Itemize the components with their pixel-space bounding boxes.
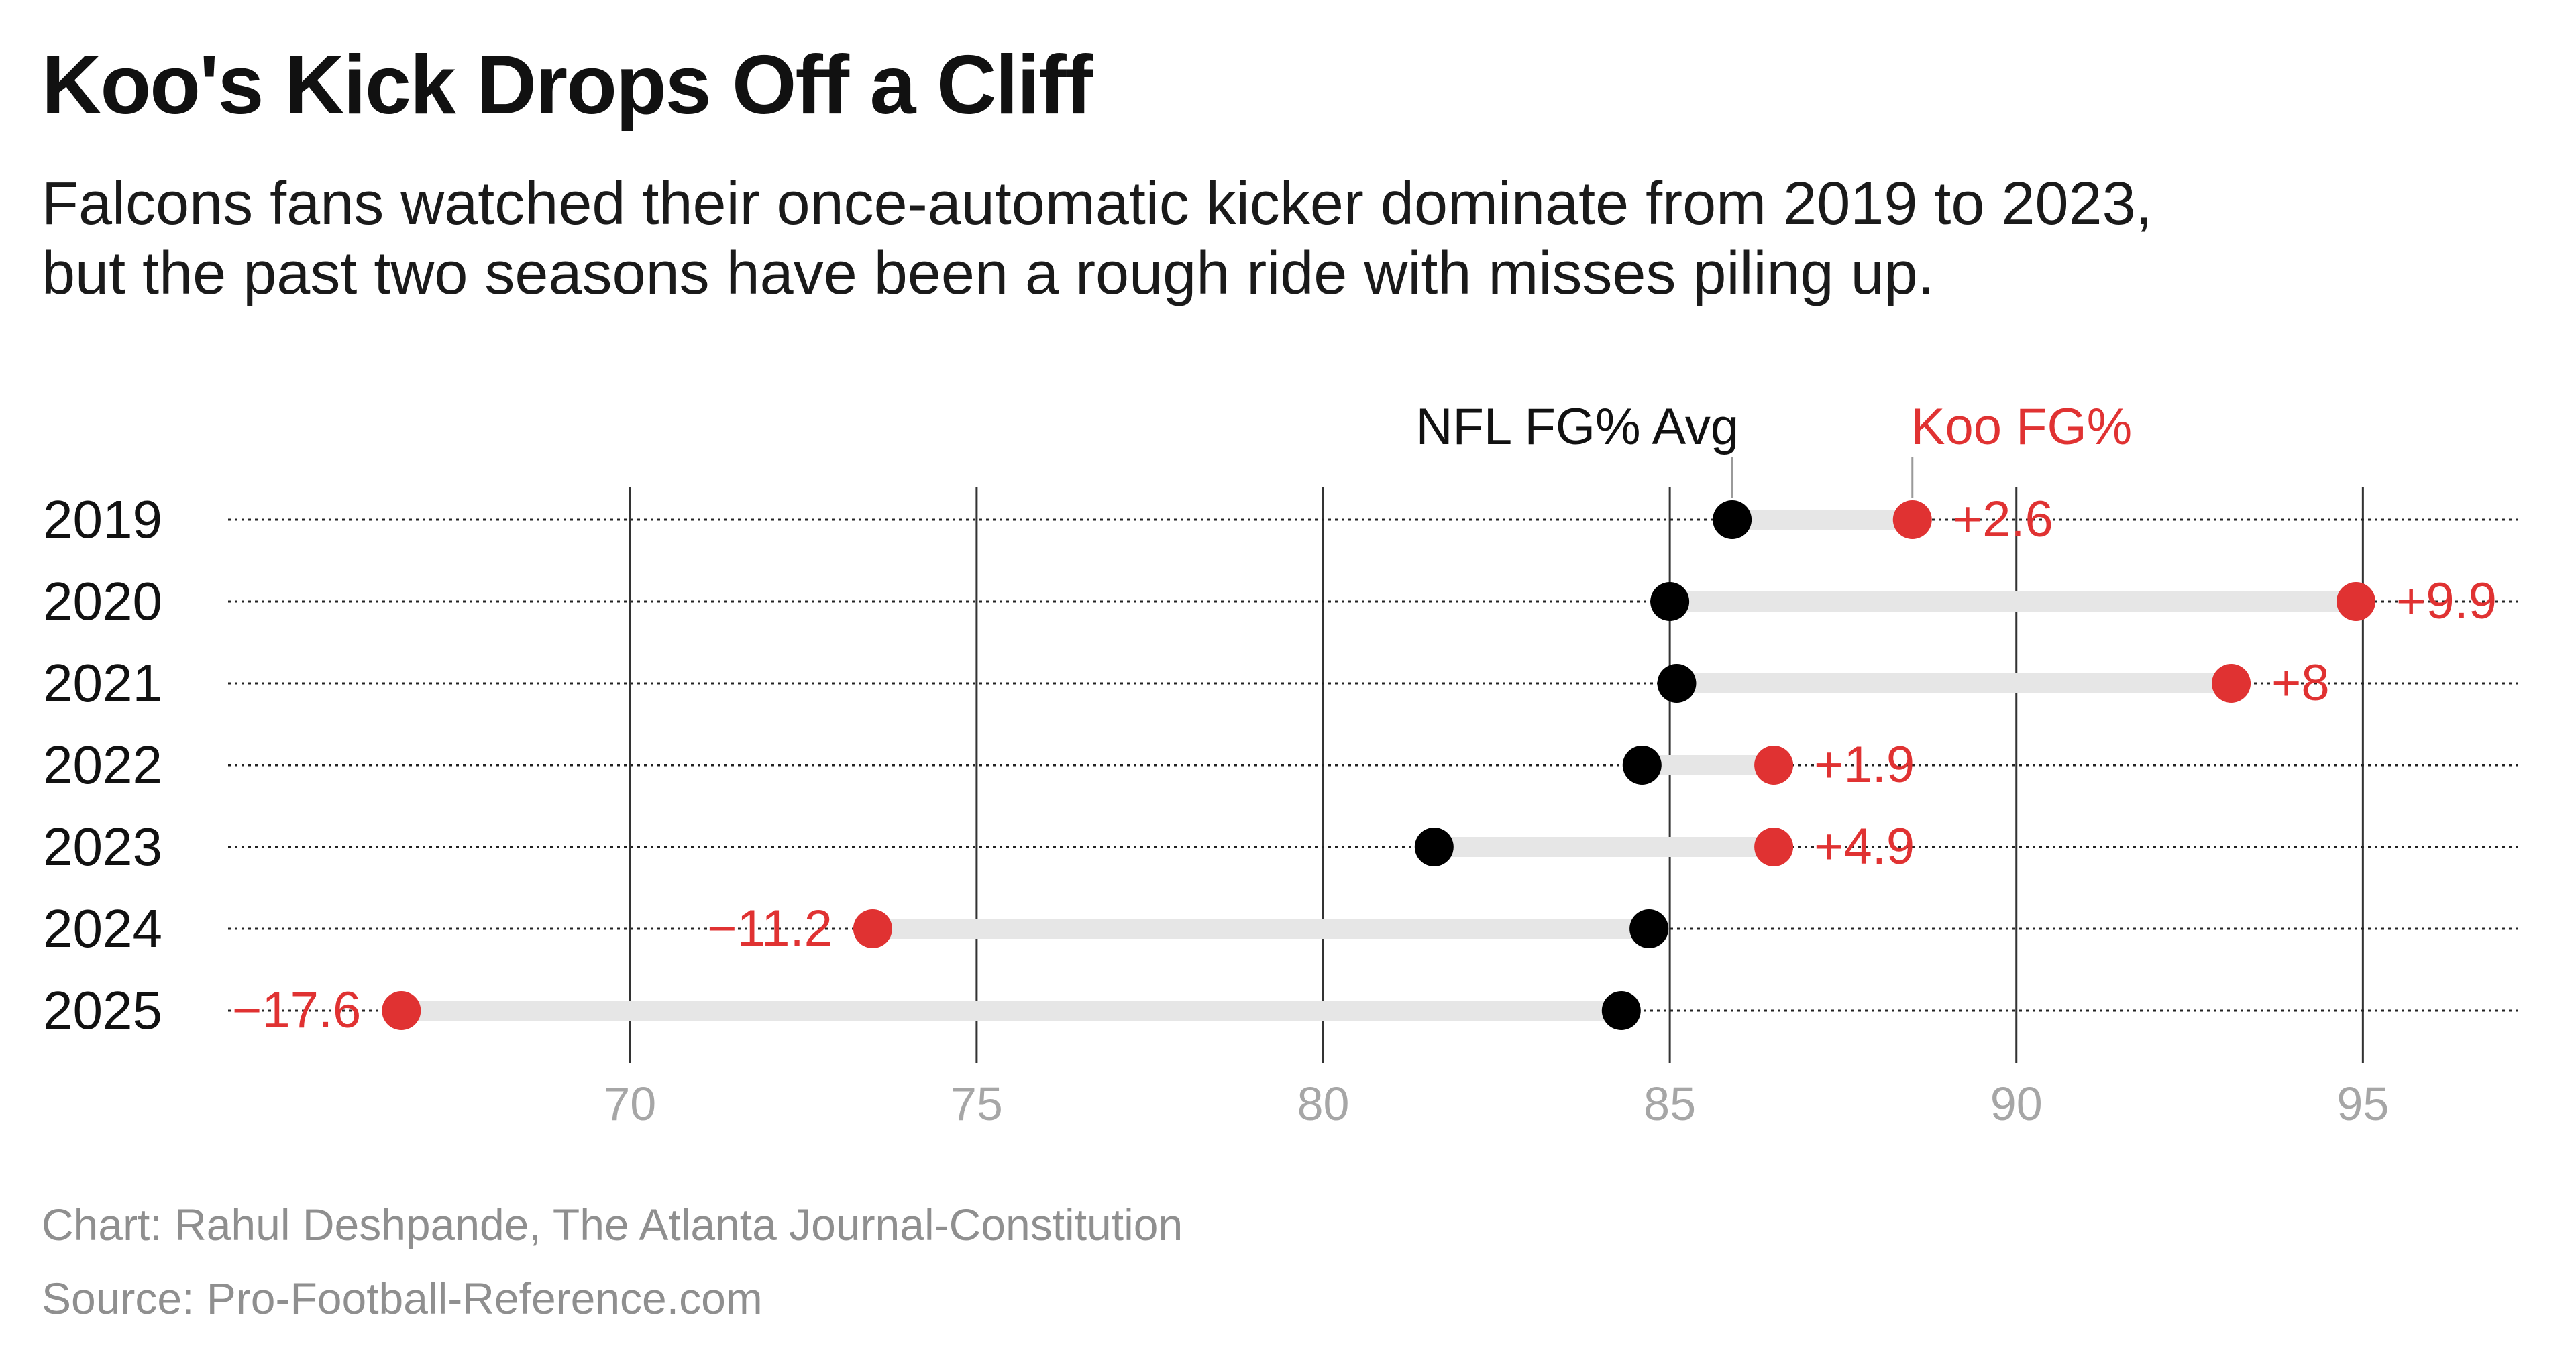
row-label-2019: 2019 — [43, 490, 162, 549]
x-tick-label-75: 75 — [951, 1078, 1003, 1130]
chart-source: Source: Pro-Football-Reference.com — [42, 1273, 763, 1323]
koo-dot-2021 — [2212, 664, 2251, 703]
diff-label-2024: −11.2 — [707, 900, 833, 957]
x-tick-label-80: 80 — [1297, 1078, 1350, 1130]
legend-label-nfl: NFL FG% Avg — [1416, 398, 1739, 455]
label-layer: +2.6 +9.9 +8 +1.9 +4.9 −11.2 −17.6 NFL FG% Avg K… — [232, 398, 2497, 1039]
diff-label-2021: +8 — [2271, 655, 2330, 712]
nfl-dot-2019 — [1713, 500, 1752, 539]
nfl-dot-2020 — [1650, 582, 1690, 621]
row-label-2020: 2020 — [43, 571, 162, 631]
x-tick-label-70: 70 — [604, 1078, 656, 1130]
row-label-2023: 2023 — [43, 817, 162, 876]
koo-dot-2024 — [853, 909, 892, 948]
chart-title: Koo's Kick Drops Off a Cliff — [42, 39, 1093, 131]
row-label-2025: 2025 — [43, 980, 162, 1040]
koo-dot-2023 — [1754, 828, 1794, 866]
nfl-dot-2022 — [1622, 746, 1662, 785]
diff-label-2020: +9.9 — [2396, 573, 2497, 630]
connector-layer — [401, 510, 2357, 1021]
nfl-dot-2024 — [1629, 909, 1669, 948]
row-layer: 2019 2020 2021 2022 2023 2024 2025 — [43, 490, 2522, 1040]
diff-label-2025: −17.6 — [232, 982, 361, 1039]
chart-subtitle: Falcons fans watched their once-automati… — [42, 169, 2537, 308]
diff-label-2019: +2.6 — [1953, 491, 2053, 548]
subtitle-line-2: but the past two seasons have been a rou… — [42, 240, 1935, 307]
koo-dot-2019 — [1892, 500, 1932, 539]
dot-layer — [382, 500, 2376, 1030]
koo-dot-2025 — [382, 991, 421, 1030]
koo-dot-2020 — [2337, 582, 2376, 621]
x-tick-label-85: 85 — [1644, 1078, 1696, 1130]
row-label-2022: 2022 — [43, 735, 162, 795]
x-tick-label-95: 95 — [2337, 1078, 2389, 1130]
row-label-2024: 2024 — [43, 899, 162, 958]
diff-label-2022: +1.9 — [1814, 736, 1915, 793]
nfl-dot-2023 — [1414, 828, 1454, 866]
nfl-dot-2021 — [1657, 664, 1697, 703]
x-tick-label-90: 90 — [1990, 1078, 2043, 1130]
nfl-dot-2025 — [1601, 991, 1641, 1030]
koo-dot-2022 — [1754, 746, 1794, 785]
chart-credit: Chart: Rahul Deshpande, The Atlanta Jour… — [42, 1200, 1183, 1249]
grid-layer: 70 75 80 85 90 95 — [604, 487, 2389, 1130]
diff-label-2023: +4.9 — [1814, 818, 1915, 875]
legend-label-koo: Koo FG% — [1911, 398, 2132, 455]
subtitle-line-1: Falcons fans watched their once-automati… — [42, 170, 2153, 237]
row-label-2021: 2021 — [43, 653, 162, 713]
